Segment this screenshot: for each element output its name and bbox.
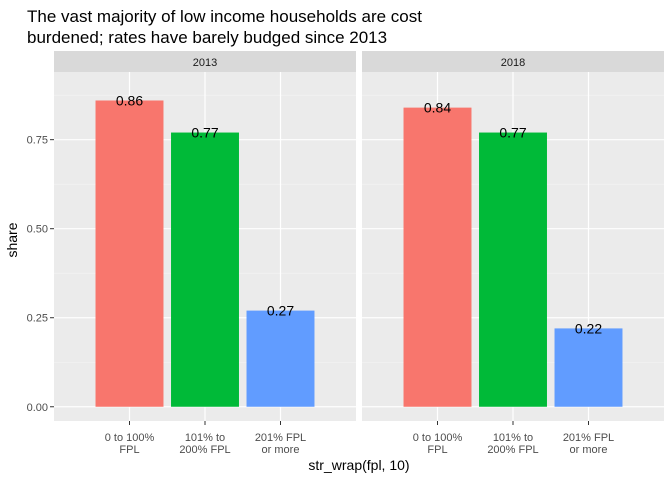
bar-value-label: 0.27	[267, 303, 294, 319]
x-tick-label: 101% to 200% FPL	[487, 432, 538, 456]
x-tick-label: 201% FPL or more	[563, 432, 614, 456]
x-tick-label: 101% to 200% FPL	[179, 432, 230, 456]
facet-strip	[362, 51, 664, 72]
x-axis-title: str_wrap(fpl, 10)	[308, 457, 409, 473]
y-tick-label: 0.75	[27, 135, 48, 147]
bar	[95, 100, 164, 407]
bar	[403, 107, 472, 407]
chart-title-line-2: burdened; rates have barely budged since…	[27, 28, 387, 47]
bar-value-label: 0.84	[424, 100, 451, 116]
y-tick-label: 0.50	[27, 224, 48, 236]
y-tick-label: 0.00	[27, 402, 48, 414]
bar	[554, 328, 623, 407]
bar-value-label: 0.77	[499, 125, 526, 141]
facet-strip	[54, 51, 356, 72]
bar-value-label: 0.77	[191, 125, 218, 141]
bar-value-label: 0.86	[116, 92, 143, 108]
y-axis-title: share	[4, 222, 20, 257]
chart-title-line-1: The vast majority of low income househol…	[27, 7, 422, 26]
x-tick-label: 0 to 100% FPL	[105, 432, 155, 456]
facet-strip-label: 2013	[193, 57, 217, 69]
bar	[479, 132, 547, 407]
x-tick-label: 201% FPL or more	[255, 432, 306, 456]
y-tick-label: 0.25	[27, 313, 48, 325]
facet-strip-label: 2018	[501, 57, 525, 69]
bar	[171, 132, 239, 407]
bar	[246, 310, 315, 407]
x-tick-label: 0 to 100% FPL	[413, 432, 463, 456]
bar-value-label: 0.22	[575, 320, 602, 336]
